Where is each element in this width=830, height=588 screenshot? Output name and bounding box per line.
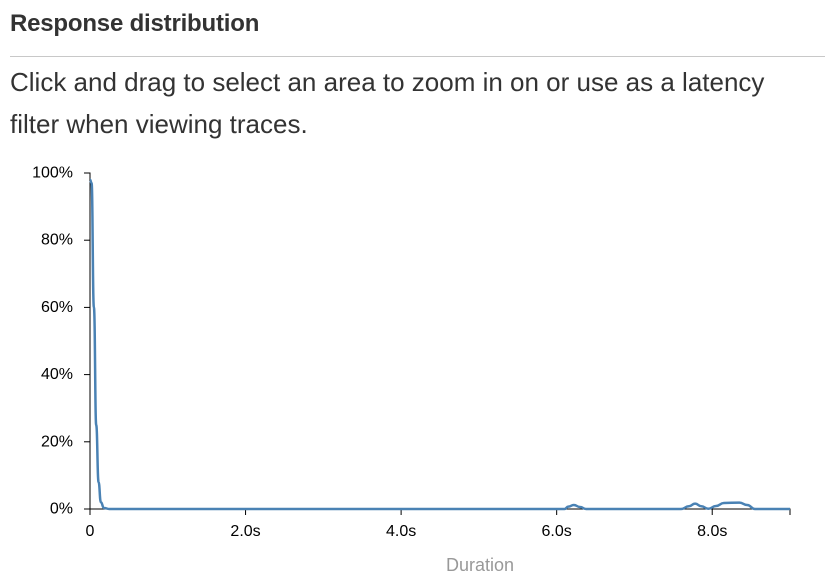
x-tick-label: 0 — [86, 523, 95, 540]
y-axis-line — [84, 172, 91, 510]
x-tick-label: 2.0s — [230, 523, 260, 540]
y-tick-label: 0% — [50, 501, 73, 518]
chart-description: Click and drag to select an area to zoom… — [10, 67, 765, 139]
y-tick-label: 40% — [41, 366, 73, 383]
x-tick-label: 8.0s — [697, 523, 727, 540]
y-tick-label: 100% — [32, 165, 73, 182]
y-tick-label: 60% — [41, 299, 73, 316]
distribution-line[interactable] — [89, 178, 790, 511]
section-title: Response distribution — [10, 10, 260, 37]
zoom-brush-area[interactable] — [90, 173, 790, 509]
x-tick-label: 4.0s — [386, 523, 416, 540]
x-axis: 0 2.0s 4.0s 6.0s 8.0s — [86, 508, 791, 540]
y-axis: 0% 20% 40% 60% 80% 100% — [32, 165, 91, 518]
x-tick-label: 6.0s — [542, 523, 572, 540]
x-axis-label: Duration — [446, 555, 514, 575]
y-tick-label: 80% — [41, 232, 73, 249]
title-divider — [10, 56, 825, 57]
y-tick-label: 20% — [41, 433, 73, 450]
